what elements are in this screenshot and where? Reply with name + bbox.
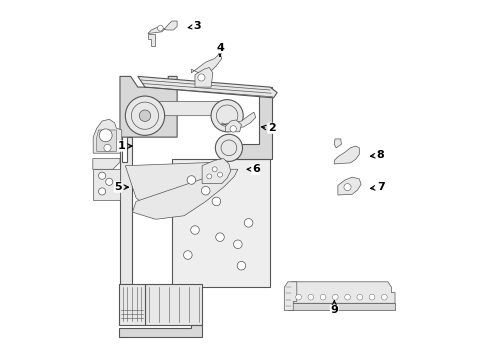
Polygon shape [120, 137, 132, 287]
Circle shape [139, 110, 151, 121]
Polygon shape [125, 158, 227, 216]
Polygon shape [148, 21, 177, 33]
Polygon shape [132, 169, 238, 219]
Polygon shape [284, 282, 297, 310]
Circle shape [234, 240, 242, 249]
Polygon shape [145, 284, 202, 325]
Circle shape [125, 96, 165, 135]
Circle shape [104, 144, 111, 152]
Polygon shape [120, 76, 177, 137]
Polygon shape [172, 158, 270, 287]
Circle shape [344, 184, 351, 191]
Circle shape [99, 129, 112, 142]
Circle shape [211, 100, 243, 132]
Text: 7: 7 [370, 182, 385, 192]
Circle shape [345, 294, 350, 300]
Circle shape [237, 261, 245, 270]
Circle shape [218, 172, 222, 177]
Circle shape [157, 25, 163, 31]
Circle shape [191, 226, 199, 234]
Polygon shape [97, 130, 117, 152]
Circle shape [216, 233, 224, 242]
Circle shape [98, 188, 106, 195]
Polygon shape [119, 284, 145, 325]
Polygon shape [334, 146, 359, 164]
Polygon shape [231, 87, 272, 158]
Circle shape [201, 186, 210, 195]
Circle shape [106, 178, 113, 185]
Polygon shape [148, 33, 155, 46]
Polygon shape [192, 53, 222, 73]
Text: 9: 9 [330, 301, 338, 315]
Circle shape [296, 294, 301, 300]
Polygon shape [338, 177, 361, 195]
Circle shape [98, 172, 106, 179]
Circle shape [212, 167, 217, 172]
Circle shape [215, 134, 243, 161]
Polygon shape [288, 282, 395, 303]
Polygon shape [225, 120, 242, 132]
Circle shape [245, 219, 253, 227]
Circle shape [184, 251, 192, 259]
Text: 1: 1 [118, 141, 132, 151]
Circle shape [230, 126, 237, 132]
Circle shape [212, 197, 220, 206]
Text: 4: 4 [216, 43, 224, 56]
Circle shape [369, 294, 375, 300]
Polygon shape [93, 119, 122, 153]
Text: 2: 2 [262, 123, 276, 133]
Circle shape [207, 174, 212, 179]
Circle shape [221, 140, 237, 156]
Circle shape [357, 294, 363, 300]
Circle shape [217, 105, 238, 126]
Circle shape [308, 294, 314, 300]
Circle shape [131, 102, 159, 129]
Circle shape [198, 74, 205, 81]
Polygon shape [93, 169, 120, 200]
Text: 5: 5 [114, 182, 128, 192]
Text: 8: 8 [370, 150, 385, 160]
Polygon shape [334, 139, 342, 148]
Polygon shape [142, 102, 227, 116]
Polygon shape [138, 76, 277, 98]
Polygon shape [288, 303, 395, 310]
Text: 6: 6 [247, 164, 260, 174]
Polygon shape [195, 67, 213, 87]
Polygon shape [119, 325, 202, 337]
Circle shape [333, 294, 338, 300]
Circle shape [320, 294, 326, 300]
Text: 3: 3 [188, 21, 200, 31]
Circle shape [187, 176, 196, 184]
Polygon shape [93, 158, 120, 169]
Polygon shape [202, 158, 231, 184]
Polygon shape [222, 112, 256, 127]
Circle shape [381, 294, 387, 300]
